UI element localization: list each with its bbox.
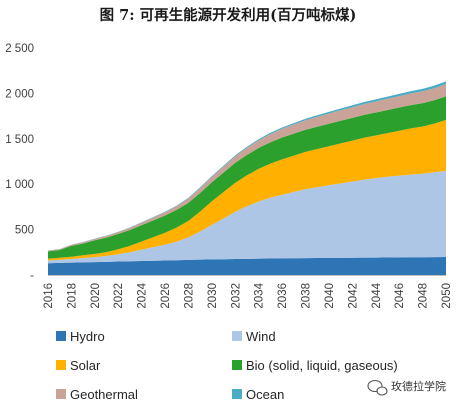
legend-swatch xyxy=(56,331,66,341)
legend-item-ocean: Ocean xyxy=(232,387,284,402)
legend-swatch xyxy=(56,389,66,399)
x-tick-label: 2022 xyxy=(113,283,125,309)
x-tick-label: 2024 xyxy=(137,282,149,308)
legend-swatch xyxy=(56,360,66,370)
legend-swatch xyxy=(232,360,242,370)
y-tick-label: 1 500 xyxy=(5,134,34,146)
x-tick-label: 2028 xyxy=(184,283,196,309)
x-axis: 2016 2018 2020 2022 2024 2026 2028 2030 2032 2034… xyxy=(43,275,453,309)
x-tick-label: 2030 xyxy=(207,283,219,309)
chart-title: 图 7: 可再生能源开发利用(百万吨标煤) xyxy=(100,6,357,24)
watermark-text: 玫德拉学院 xyxy=(391,379,446,393)
x-tick-label: 2038 xyxy=(301,283,313,309)
area-solar xyxy=(48,119,446,261)
legend-swatch xyxy=(232,389,242,399)
x-tick-label: 2048 xyxy=(418,283,430,309)
x-tick-label: 2018 xyxy=(66,283,78,309)
legend-label: Geothermal xyxy=(70,387,138,402)
legend-label: Bio (solid, liquid, gaseous) xyxy=(246,358,398,373)
x-tick-label: 2020 xyxy=(90,283,102,309)
legend-item-solar: Solar xyxy=(56,358,101,373)
y-tick-label: 1 000 xyxy=(5,179,34,191)
legend-label: Ocean xyxy=(246,387,284,402)
x-tick-label: 2036 xyxy=(277,283,289,309)
x-tick-label: 2044 xyxy=(371,282,383,308)
x-tick-label: 2034 xyxy=(254,282,266,308)
area-hydro xyxy=(48,257,446,275)
area-wind xyxy=(48,170,446,264)
y-tick-label: - xyxy=(30,270,34,282)
legend-label: Hydro xyxy=(70,329,105,344)
x-tick-label: 2050 xyxy=(441,283,453,309)
x-tick-label: 2026 xyxy=(160,283,172,309)
legend-item-hydro: Hydro xyxy=(56,329,105,344)
y-tick-label: 2 500 xyxy=(5,43,34,55)
legend-swatch xyxy=(232,331,242,341)
y-axis: - 500 1 000 1 500 2 000 2 500 xyxy=(5,43,34,282)
x-tick-label: 2016 xyxy=(43,283,55,309)
x-tick-label: 2046 xyxy=(394,283,406,309)
y-tick-label: 2 000 xyxy=(5,88,34,100)
legend: Hydro Wind Solar Bio (solid, liquid, gaseou… xyxy=(56,329,398,402)
legend-label: Wind xyxy=(246,329,276,344)
legend-label: Solar xyxy=(70,358,101,373)
wechat-bubble-icon xyxy=(367,379,388,396)
x-tick-label: 2040 xyxy=(324,283,336,309)
area-bio xyxy=(48,96,446,259)
legend-item-geothermal: Geothermal xyxy=(56,387,138,402)
area-series-group xyxy=(48,81,446,275)
x-tick-label: 2032 xyxy=(230,283,242,309)
watermark: 玫德拉学院 xyxy=(367,379,446,396)
area-geothermal xyxy=(48,84,446,252)
y-tick-label: 500 xyxy=(15,225,34,237)
legend-item-wind: Wind xyxy=(232,329,276,344)
x-tick-label: 2042 xyxy=(347,283,359,309)
legend-item-bio: Bio (solid, liquid, gaseous) xyxy=(232,358,398,373)
